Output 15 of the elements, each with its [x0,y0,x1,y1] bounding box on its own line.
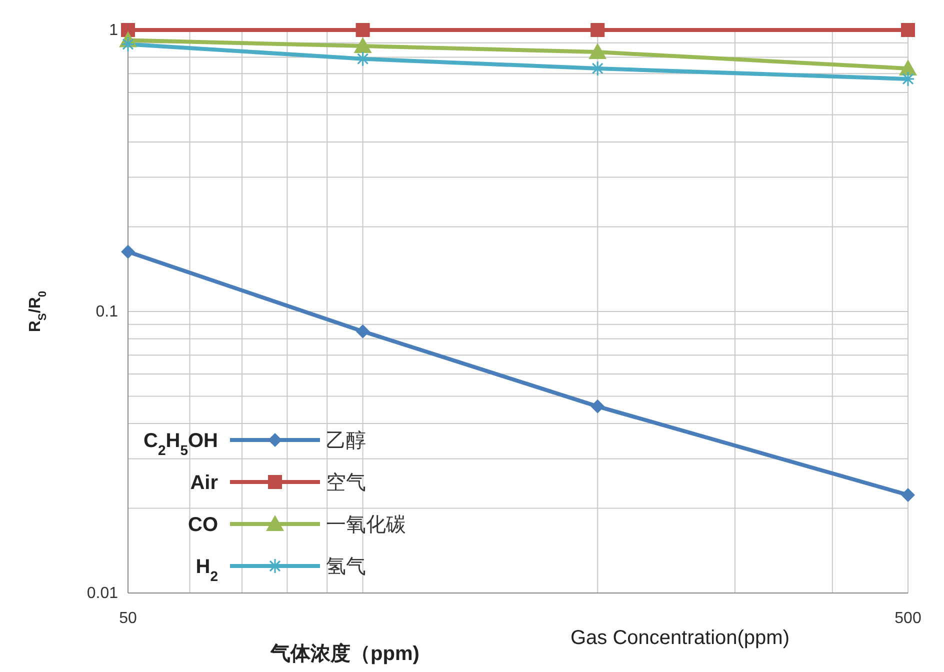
legend-label: 空气 [326,472,366,494]
text: Gas Concentration(ppm) [570,627,790,649]
x-axis-title: 气体浓度（ppm) [270,642,420,665]
legend-label: 乙醇 [326,430,366,452]
x-tick-label: 50 [119,610,137,627]
x-tick-label: 500 [894,610,922,627]
y-tick-label: 0.01 [86,585,118,602]
annotation: CO [188,514,218,536]
annotation: Air [190,472,218,494]
annotation: C$_{2}$H$_{5}$OH [144,430,218,458]
legend-label: 一氧化碳 [326,514,406,536]
legend-label: 氢气 [326,556,366,578]
y-tick-label: 1 [109,22,118,39]
annotation: H$_{2}$ [196,556,218,584]
y-tick-label: 0.1 [96,304,118,320]
